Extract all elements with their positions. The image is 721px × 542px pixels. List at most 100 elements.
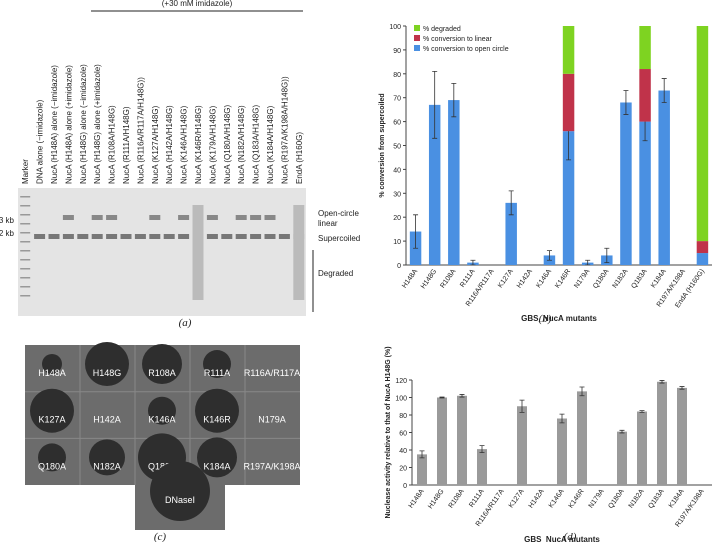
- error-bar: [459, 394, 465, 398]
- lane-label: NucA (Q180A/H148G): [223, 105, 232, 184]
- bar: [577, 391, 587, 485]
- legend-swatch: [414, 35, 420, 41]
- x-tick-label: K146A: [535, 268, 553, 290]
- clear-zone: [203, 350, 231, 378]
- lane-label: NucA (K179A/H148G): [208, 105, 217, 184]
- bracket-label: (+30 mM imidazole): [162, 0, 233, 8]
- bar-segment: [696, 241, 709, 254]
- smear: [293, 205, 305, 300]
- well-label: R108A: [148, 368, 176, 378]
- ladder-band: [20, 232, 31, 234]
- bar-segment: [448, 100, 460, 265]
- well-label: DNaseI: [165, 495, 195, 505]
- bar: [557, 418, 567, 485]
- x-tick-label: R111A: [468, 488, 486, 509]
- y-tick-label: 0: [397, 263, 401, 270]
- lane-label: Marker: [21, 159, 30, 184]
- gel-band: [91, 215, 103, 220]
- bar-segment: [562, 26, 575, 74]
- y-tick-label: 100: [389, 24, 401, 31]
- ladder-band: [20, 241, 31, 243]
- clear-zone: [42, 354, 62, 374]
- well-label: R116A/R117A: [244, 368, 300, 378]
- well-label: H142A: [93, 415, 121, 425]
- error-bar: [432, 71, 438, 139]
- ladder-band: [20, 295, 31, 297]
- gel-band: [149, 215, 161, 220]
- well-label: K184A: [203, 461, 230, 471]
- x-tick-label: R108A: [439, 268, 457, 290]
- legend-label: % degraded: [423, 26, 461, 33]
- gel-band: [106, 215, 118, 220]
- size-label: 3 kb: [0, 216, 15, 225]
- lane-label: NucA (H148A) alone (+imidazole): [64, 65, 73, 184]
- gel-band: [206, 234, 218, 239]
- x-tick-label: K184A: [668, 488, 686, 510]
- x-tick-label: H148G: [420, 268, 438, 290]
- band-label: Open-circle: [318, 209, 359, 218]
- ladder-band: [20, 250, 31, 252]
- x-tick-label: K127A: [508, 488, 526, 510]
- error-bar: [439, 396, 445, 399]
- error-bar: [623, 90, 629, 115]
- clear-zone: [85, 342, 129, 386]
- x-tick-label: K184A: [650, 268, 668, 290]
- bar: [657, 381, 667, 485]
- y-tick-label: 40: [399, 448, 407, 455]
- gel-band: [235, 234, 247, 239]
- smear: [192, 205, 204, 300]
- well-label: H148A: [38, 368, 66, 378]
- y-tick-label: 40: [393, 167, 401, 174]
- panel-label: (a): [179, 317, 192, 329]
- size-label: 2 kb: [0, 229, 15, 238]
- y-tick-label: 90: [393, 48, 401, 55]
- bar-segment: [428, 104, 441, 266]
- gel-band: [264, 234, 276, 239]
- bar-segment: [639, 26, 651, 70]
- y-tick-label: 80: [393, 72, 401, 79]
- y-tick-label: 30: [393, 191, 401, 198]
- lane-label: NucA (H148A) alone (−imidazole): [50, 65, 59, 184]
- x-tick-label: K146R: [554, 268, 572, 290]
- gel-band: [250, 215, 262, 220]
- y-tick-label: 70: [393, 96, 401, 103]
- well-label: R111A: [204, 368, 230, 378]
- bar: [477, 449, 487, 485]
- x-tick-label: Q183A: [630, 268, 648, 290]
- lane-label: NucA (R116A/R117A/H148G)): [136, 77, 145, 184]
- y-tick-label: 80: [399, 413, 407, 420]
- error-bar: [619, 429, 625, 434]
- bar: [517, 406, 527, 485]
- bar-segment: [620, 102, 632, 265]
- well-label: Q183A: [148, 461, 176, 471]
- error-bar: [559, 413, 565, 424]
- clear-zone: [30, 388, 74, 433]
- panel-label: (b): [539, 313, 552, 325]
- clear-zone: [148, 396, 176, 425]
- lane-label: NucA (N182A/H148G): [237, 105, 246, 184]
- gel-band: [134, 234, 146, 239]
- lane-label: NucA (K184A/H148G): [266, 105, 275, 184]
- clear-zone: [150, 461, 210, 521]
- gel-band: [34, 234, 46, 239]
- bar: [677, 387, 687, 485]
- bar-segment: [639, 121, 651, 265]
- band-label: Degraded: [318, 269, 353, 278]
- error-bar: [661, 78, 667, 103]
- panel-label: (c): [154, 531, 167, 542]
- gel-band: [62, 215, 74, 220]
- error-bar: [604, 247, 610, 264]
- x-tick-label: R111A: [459, 268, 477, 289]
- lane-label: NucA (H142A/H148G): [165, 105, 174, 184]
- x-tick-label: H148A: [408, 488, 426, 510]
- bar-segment: [562, 73, 575, 132]
- y-tick-label: 120: [395, 378, 407, 385]
- bar: [637, 411, 647, 485]
- gel-band: [62, 234, 74, 239]
- well-label: Q180A: [38, 461, 66, 471]
- error-bar: [579, 386, 585, 397]
- gel-band: [264, 215, 276, 220]
- lane-label: DNA alone (−imidazole): [36, 99, 45, 184]
- x-tick-label: N182A: [628, 488, 646, 510]
- gel-band: [163, 234, 175, 239]
